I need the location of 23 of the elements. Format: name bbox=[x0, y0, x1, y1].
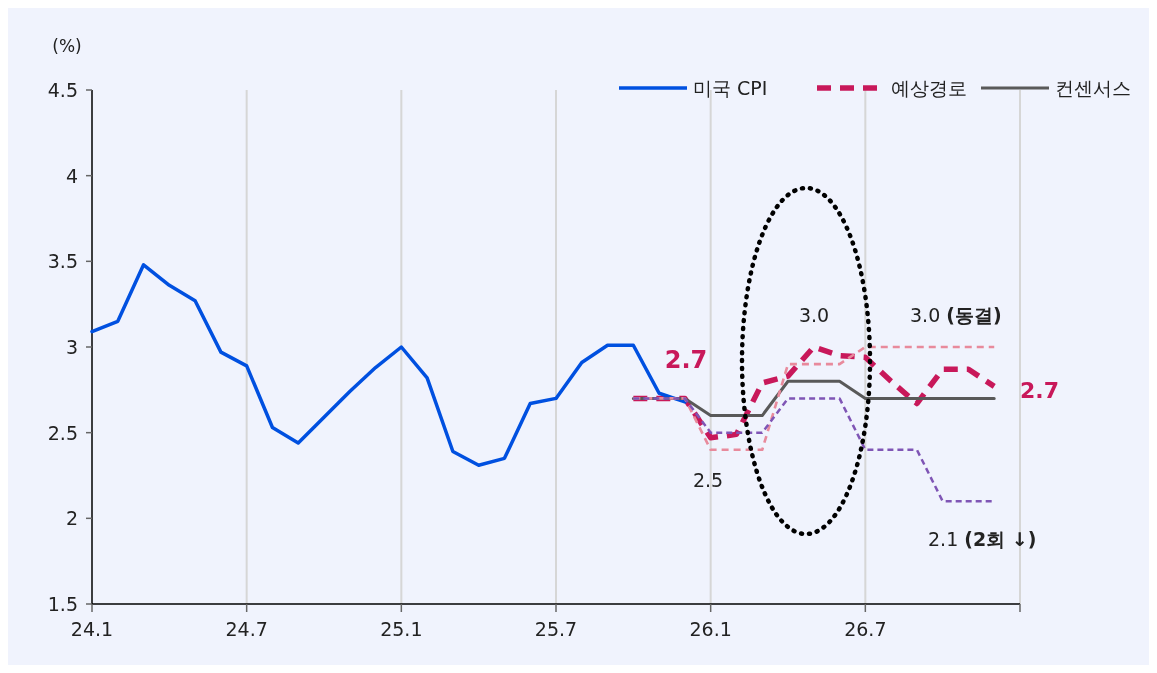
y-tick-label: 1.5 bbox=[47, 593, 78, 615]
legend-label: 예상경로 bbox=[891, 77, 967, 99]
y-tick-label: 3.5 bbox=[47, 250, 78, 273]
x-tick-label: 25.7 bbox=[534, 618, 578, 640]
annotation: 3.0 (동결) bbox=[910, 304, 1002, 326]
x-tick-label: 24.1 bbox=[70, 618, 114, 640]
annotation: 2.1 (2회 ↓) bbox=[928, 528, 1037, 550]
annotation: 3.0 bbox=[798, 304, 830, 326]
annotation: 2.7 bbox=[664, 346, 708, 374]
y-axis-title: (%) bbox=[52, 36, 82, 56]
y-tick-label: 2 bbox=[65, 507, 78, 530]
y-tick-label: 4 bbox=[65, 164, 78, 187]
annotation: 2.5 bbox=[692, 469, 724, 491]
y-tick-label: 3 bbox=[65, 336, 78, 358]
x-tick-label: 24.7 bbox=[225, 618, 268, 640]
y-tick-label: 2.5 bbox=[47, 421, 78, 444]
legend-label: 컨센서스 bbox=[1055, 77, 1131, 99]
legend-label: 미국 CPI bbox=[693, 77, 768, 99]
annotation: 2.7 bbox=[1020, 378, 1059, 403]
x-tick-label: 26.1 bbox=[689, 618, 732, 640]
x-tick-label: 25.1 bbox=[380, 618, 423, 640]
y-tick-label: 4.5 bbox=[47, 79, 78, 101]
x-tick-label: 26.7 bbox=[844, 618, 887, 640]
